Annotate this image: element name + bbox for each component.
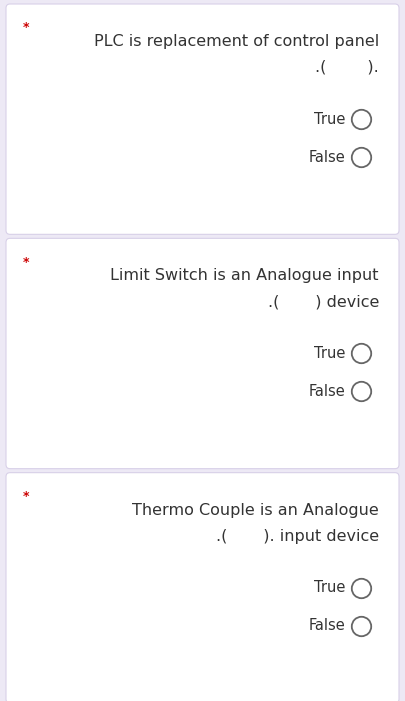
FancyBboxPatch shape [6,238,399,469]
Text: False: False [308,384,345,399]
Text: .(       ) device: .( ) device [268,294,379,309]
Text: True: True [313,111,345,126]
Text: False: False [308,618,345,633]
Text: Thermo Couple is an Analogue: Thermo Couple is an Analogue [132,503,379,517]
FancyBboxPatch shape [6,472,399,701]
Text: *: * [23,490,29,503]
Text: .(       ). input device: .( ). input device [216,529,379,544]
Text: True: True [313,580,345,595]
Text: False: False [308,149,345,165]
Text: True: True [313,346,345,361]
FancyBboxPatch shape [6,4,399,234]
Text: Limit Switch is an Analogue input: Limit Switch is an Analogue input [111,268,379,283]
Text: .(        ).: .( ). [315,60,379,75]
Text: *: * [23,22,29,34]
Text: *: * [23,256,29,268]
Text: PLC is replacement of control panel: PLC is replacement of control panel [94,34,379,49]
